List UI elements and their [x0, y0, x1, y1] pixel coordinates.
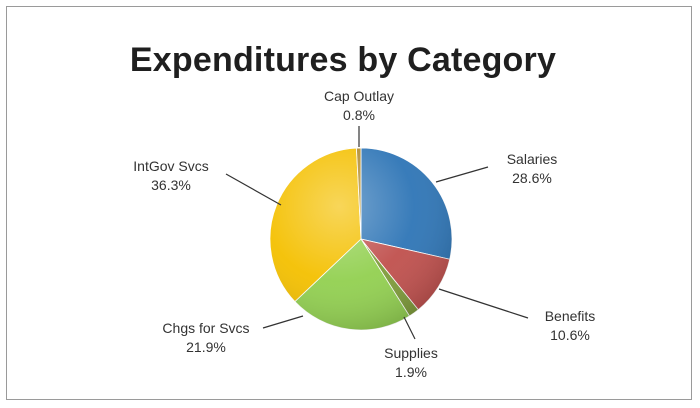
leader-line [225, 173, 282, 206]
slice-percent-label: 36.3% [151, 177, 191, 193]
slice-label: Chgs for Svcs [162, 320, 249, 336]
leader-line [438, 288, 529, 319]
chart-title: Expenditures by Category [129, 41, 557, 79]
pie-sheen [270, 148, 452, 330]
slice-percent-label: 28.6% [512, 170, 552, 186]
slice-percent-label: 0.8% [343, 107, 375, 123]
slice-percent-label: 1.9% [395, 364, 427, 380]
slice-label: Supplies [384, 345, 438, 361]
leader-line [262, 315, 304, 329]
leader-line [403, 316, 416, 340]
leader-line [435, 166, 489, 183]
slice-label: IntGov Svcs [133, 158, 208, 174]
slice-percent-label: 21.9% [186, 339, 226, 355]
slice-label: Salaries [507, 151, 558, 167]
chart-frame: Expenditures by Category [6, 6, 692, 400]
slice-percent-label: 10.6% [550, 327, 590, 343]
slice-label: Benefits [545, 308, 596, 324]
slice-label: Cap Outlay [324, 88, 394, 104]
